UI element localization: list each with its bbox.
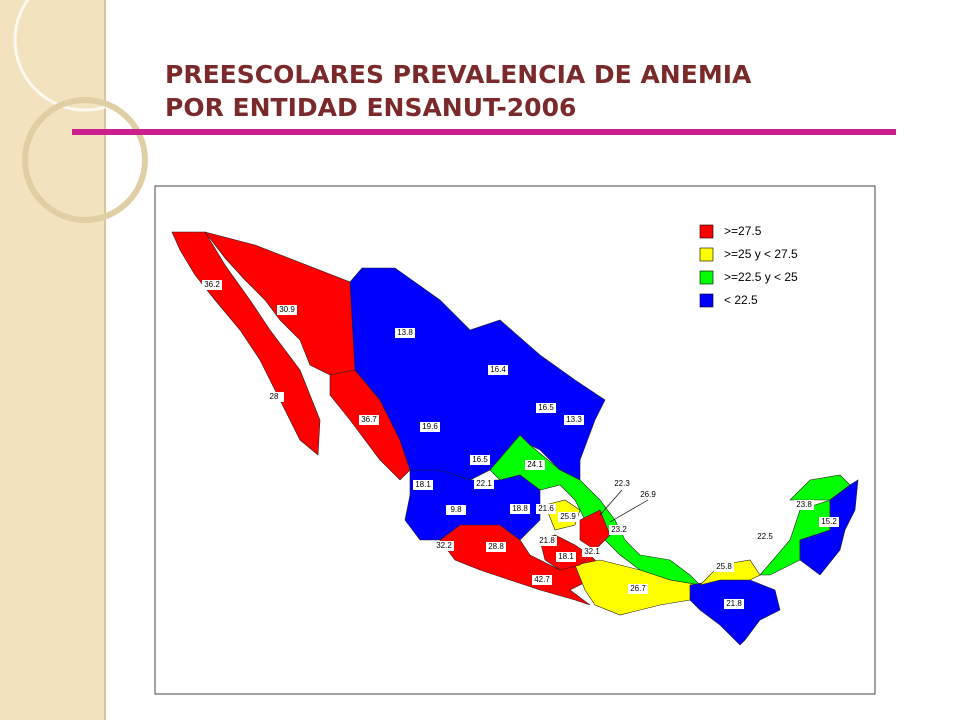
value-label-box bbox=[582, 547, 602, 557]
legend-swatch bbox=[699, 293, 714, 308]
legend-label: < 22.5 bbox=[724, 293, 758, 307]
value-label: 24.1 bbox=[527, 460, 543, 469]
value-label-box bbox=[755, 532, 775, 542]
value-label-box bbox=[564, 415, 584, 425]
value-label-box bbox=[277, 305, 297, 315]
value-label-box bbox=[628, 584, 648, 594]
value-label: 23.2 bbox=[611, 525, 627, 534]
legend-label: >=25 y < 27.5 bbox=[724, 247, 798, 261]
side-band bbox=[0, 0, 105, 720]
value-label: 21.8 bbox=[726, 599, 742, 608]
value-label: 21.8 bbox=[539, 536, 555, 545]
value-label: 16.4 bbox=[490, 365, 506, 374]
value-labels: 36.2 30.9 13.8 16.4 16.5 13.3 28 36.7 19.6 16.5 24… bbox=[202, 280, 839, 609]
value-label-box bbox=[794, 500, 814, 510]
value-label-box bbox=[359, 415, 379, 425]
title-line: PREESCOLARES PREVALENCIA DE ANEMIA bbox=[165, 60, 752, 89]
value-label-box bbox=[420, 422, 440, 432]
value-label: 18.1 bbox=[558, 552, 574, 561]
value-label: 28 bbox=[270, 392, 279, 401]
value-label: 15.2 bbox=[821, 517, 837, 526]
value-label: 18.8 bbox=[512, 504, 528, 513]
leader-line bbox=[599, 489, 623, 516]
value-label-box bbox=[537, 536, 557, 546]
value-label: 18.1 bbox=[415, 480, 431, 489]
value-label: 36.2 bbox=[204, 280, 220, 289]
value-label: 19.6 bbox=[422, 422, 438, 431]
value-label-box bbox=[474, 479, 494, 489]
region bbox=[799, 479, 859, 576]
value-label: 32.2 bbox=[436, 541, 452, 550]
value-label-box bbox=[558, 512, 578, 522]
value-label: 23.8 bbox=[796, 500, 812, 509]
value-label: 22.5 bbox=[757, 532, 773, 541]
value-label-box bbox=[413, 480, 433, 490]
value-label: 26.7 bbox=[630, 584, 646, 593]
leader-line bbox=[609, 499, 649, 523]
value-label: 22.3 bbox=[614, 479, 630, 488]
decor-circle bbox=[13, 0, 157, 112]
value-label-box bbox=[395, 328, 415, 338]
value-label-box bbox=[446, 505, 466, 515]
legend-swatch bbox=[699, 247, 714, 262]
value-label: 36.7 bbox=[361, 415, 377, 424]
value-label: 22.1 bbox=[476, 479, 492, 488]
value-label: 21.6 bbox=[538, 504, 554, 513]
value-label-box bbox=[510, 504, 530, 514]
value-label: 16.5 bbox=[472, 455, 488, 464]
value-label-box bbox=[714, 562, 734, 572]
value-label-box bbox=[536, 504, 556, 514]
value-label: 32.1 bbox=[584, 547, 600, 556]
value-label-box bbox=[536, 403, 556, 413]
value-label: 16.5 bbox=[538, 403, 554, 412]
value-label-box bbox=[556, 552, 576, 562]
legend-swatch bbox=[699, 270, 714, 285]
value-label: 9.8 bbox=[450, 505, 462, 514]
value-label: 13.8 bbox=[397, 328, 413, 337]
value-label: 26.9 bbox=[640, 490, 656, 499]
legend-label: >=22.5 y < 25 bbox=[724, 270, 798, 284]
legend-label: >=27.5 bbox=[724, 224, 762, 238]
region bbox=[789, 474, 851, 501]
value-label-box bbox=[724, 599, 744, 609]
value-label: 25.8 bbox=[716, 562, 732, 571]
value-label-box bbox=[264, 392, 284, 402]
value-label: 13.3 bbox=[566, 415, 582, 424]
decor-circle bbox=[22, 97, 148, 223]
value-label-box bbox=[819, 517, 839, 527]
value-label-box bbox=[202, 280, 222, 290]
value-label-box bbox=[609, 525, 629, 535]
value-label: 25.9 bbox=[560, 512, 576, 521]
value-label-box bbox=[486, 542, 506, 552]
title-line: POR ENTIDAD ENSANUT-2006 bbox=[165, 93, 576, 122]
value-label-box bbox=[532, 575, 552, 585]
value-label: 28.8 bbox=[488, 542, 504, 551]
value-label: 42.7 bbox=[534, 575, 550, 584]
value-label-box bbox=[434, 541, 454, 551]
value-label-box bbox=[525, 460, 545, 470]
value-label-box bbox=[470, 455, 490, 465]
legend: >=27.5 >=25 y < 27.5 >=22.5 y < 25 < 22.… bbox=[699, 224, 798, 308]
region bbox=[579, 509, 611, 551]
value-label: 30.9 bbox=[279, 305, 295, 314]
value-label-box bbox=[488, 365, 508, 375]
legend-swatch bbox=[699, 224, 714, 239]
